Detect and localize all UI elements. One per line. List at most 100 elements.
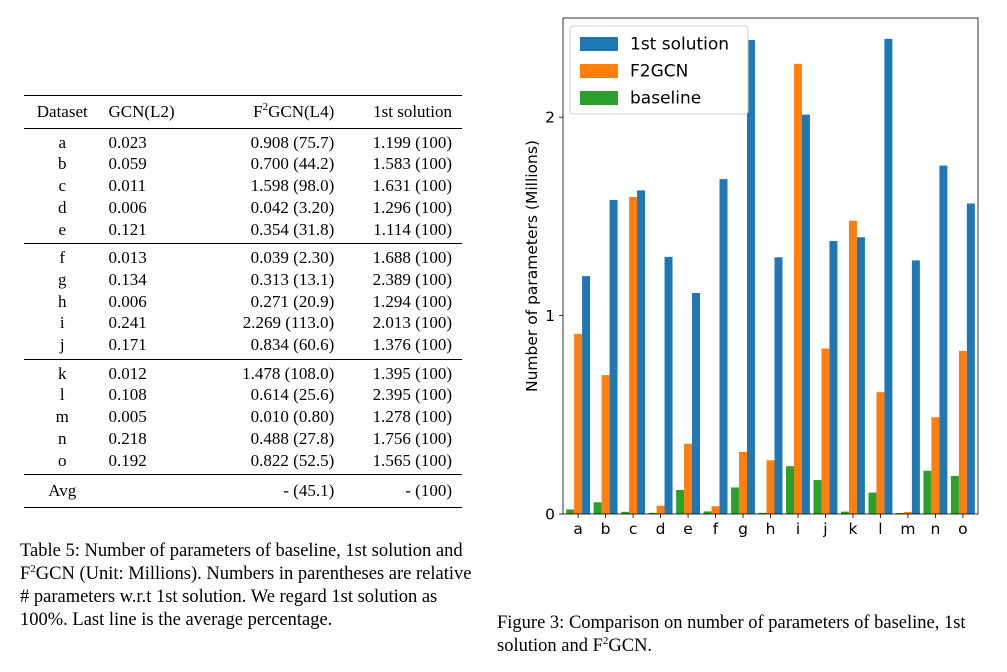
cell-solution: 1.114 (100) [373, 219, 452, 239]
table-row: f 0.013 0.039 (2.30) 1.688 (100) [24, 243, 462, 269]
bar-baseline-b [593, 502, 602, 514]
cell-gcn: 0.121 [108, 219, 147, 239]
bar-1st-solution-m [911, 260, 920, 514]
bar-f2gcn-g [739, 451, 747, 514]
cell-solution: 1.376 (100) [372, 335, 452, 355]
table-row: d 0.006 0.042 (3.20) 1.296 (100) [24, 197, 462, 219]
cell-f2gcn: 0.822 (52.5) [250, 450, 335, 470]
table-row: h 0.006 0.271 (20.9) 1.294 (100) [24, 291, 462, 313]
bar-f2gcn-d [656, 505, 665, 514]
cell-gcn: 0.059 [108, 154, 147, 174]
cell-solution: 2.013 (100) [372, 313, 452, 333]
avg-cell-gcn [101, 475, 202, 508]
cell-f2gcn: 0.908 (75.7) [250, 132, 335, 152]
y-axis-label: Number of parameters (Millions) [523, 140, 541, 392]
figure-caption: Figure 3: Comparison on number of parame… [497, 613, 966, 656]
bar-f2gcn-l [876, 392, 885, 514]
x-tick-label: j [822, 520, 827, 538]
cell-solution: 2.389 (100) [372, 269, 452, 289]
table-row: b 0.059 0.700 (44.2) 1.583 (100) [24, 153, 462, 175]
parameter-table: Dataset GCN(L2) F2GCN(L4) 1st solution a… [24, 95, 462, 508]
cell-solution: 1.631 (100) [372, 176, 452, 196]
table-row: e 0.121 0.354 (31.8) 1.114 (100) [24, 219, 462, 244]
bar-f2gcn-b [601, 375, 610, 514]
cell-solution: 1.583 (100) [372, 154, 452, 174]
cell-solution: 1.199 (100) [372, 132, 452, 152]
cell-f2gcn: 1.598 (98.0) [250, 176, 335, 196]
cell-dataset: m [55, 407, 69, 427]
x-tick-label: e [683, 520, 693, 538]
x-tick-label: f [713, 520, 719, 538]
header-solution: 1st solution [373, 102, 452, 121]
bar-baseline-c [621, 511, 630, 514]
cell-solution: 1.395 (100) [372, 363, 452, 383]
cell-solution: 1.278 (100) [372, 407, 452, 427]
bar-baseline-d [648, 512, 657, 514]
bar-f2gcn-a [574, 333, 583, 514]
cell-f2gcn: 0.614 (25.6) [250, 385, 335, 405]
cell-dataset: n [58, 428, 67, 448]
x-tick-label: m [900, 520, 915, 538]
cell-solution: 1.565 (100) [372, 450, 452, 470]
cell-solution: 1.294 (100) [372, 291, 452, 311]
x-tick-label: i [796, 520, 800, 538]
bar-baseline-i [786, 466, 794, 514]
cell-dataset: h [58, 291, 67, 311]
bar-1st-solution-n [939, 165, 948, 515]
y-tick-label: 2 [545, 109, 555, 127]
x-tick-label: l [878, 520, 882, 538]
cell-solution: 1.756 (100) [372, 428, 452, 448]
cell-dataset: l [59, 385, 65, 405]
avg-cell-f2gcn: - (45.1) [283, 481, 335, 501]
bar-baseline-l [868, 492, 877, 514]
table-row: m 0.005 0.010 (0.80) 1.278 (100) [24, 406, 462, 428]
x-tick-label: b [601, 520, 611, 538]
cell-dataset: o [58, 450, 67, 470]
cell-dataset: b [58, 154, 67, 174]
table-row: g 0.134 0.313 (13.1) 2.389 (100) [24, 269, 462, 291]
bar-baseline-o [950, 475, 959, 514]
bar-1st-solution-k [856, 237, 865, 515]
x-tick-label: d [656, 520, 666, 538]
cell-gcn: 0.218 [108, 428, 147, 448]
cell-solution: 1.688 (100) [372, 248, 452, 268]
table-row: l 0.108 0.614 (25.6) 2.395 (100) [24, 384, 462, 406]
bar-baseline-e [676, 489, 685, 514]
bar-1st-solution-d [664, 256, 673, 514]
cell-gcn: 0.192 [108, 450, 147, 470]
cell-dataset: a [58, 132, 67, 152]
bar-f2gcn-e [684, 443, 693, 514]
legend-label: baseline [630, 89, 701, 109]
cell-dataset: f [59, 248, 66, 268]
x-tick-label: h [766, 520, 776, 538]
bar-baseline-h [758, 512, 767, 514]
bar-f2gcn-k [848, 220, 857, 514]
cell-f2gcn: 0.700 (44.2) [250, 154, 335, 174]
bar-baseline-n [923, 470, 932, 514]
cell-f2gcn: 0.488 (27.8) [250, 428, 335, 448]
bar-1st-solution-g [747, 40, 755, 515]
bar-baseline-g [731, 487, 740, 514]
header-f2gcn: F2GCN(L4) [253, 101, 335, 122]
table-row-average: Avg - (45.1) - (100) [24, 474, 462, 508]
cell-f2gcn: 2.269 (113.0) [242, 313, 335, 333]
table-caption: Table 5: Number of parameters of baselin… [20, 541, 472, 630]
bar-1st-solution-b [609, 199, 618, 514]
avg-cell-solution: - (100) [405, 481, 452, 501]
cell-gcn: 0.005 [108, 407, 147, 427]
cell-f2gcn: 0.354 (31.8) [250, 219, 335, 239]
x-tick-label: k [848, 520, 857, 538]
cell-f2gcn: 0.313 (13.1) [250, 269, 335, 289]
cell-dataset: d [58, 197, 67, 217]
y-tick-label: 1 [545, 307, 555, 325]
y-tick-label: 0 [545, 506, 555, 524]
x-tick-label: g [738, 520, 748, 538]
parameter-table-block: Dataset GCN(L2) F2GCN(L4) 1st solution a… [24, 95, 462, 508]
bar-baseline-k [841, 511, 849, 514]
bar-baseline-f [703, 511, 712, 514]
cell-dataset: k [58, 363, 67, 383]
bar-f2gcn-m [903, 512, 912, 514]
bar-f2gcn-c [629, 196, 638, 514]
table-row: a 0.023 0.908 (75.7) 1.199 (100) [24, 128, 462, 153]
